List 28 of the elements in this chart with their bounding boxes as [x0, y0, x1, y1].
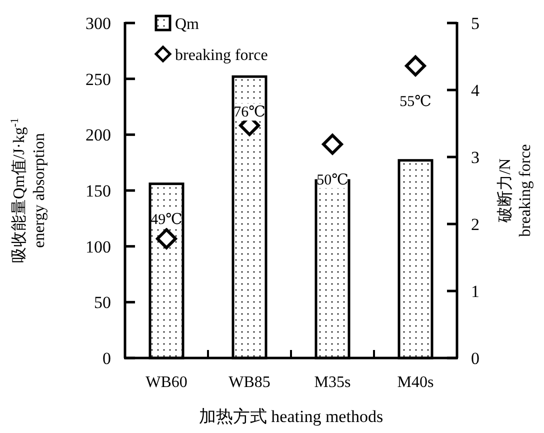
y-tick-label: 50 — [94, 293, 111, 312]
y2-axis-title: 破断力/N breaking force — [496, 144, 534, 237]
y2-tick-label: 4 — [471, 81, 480, 100]
y2-tick-label: 3 — [471, 148, 480, 167]
point — [322, 134, 343, 155]
y-tick-label: 200 — [86, 126, 111, 145]
y2-tick-label: 5 — [471, 14, 480, 33]
y-tick-label: 150 — [86, 182, 111, 200]
x-tick-label: WB60 — [146, 374, 188, 391]
annotation: 55℃ — [400, 94, 432, 110]
x-tick-label: WB85 — [228, 374, 270, 391]
y2-tick-label: 0 — [471, 349, 480, 368]
y-tick-label: 100 — [86, 237, 111, 256]
legend-label: breaking force — [175, 47, 268, 64]
annotation: 50℃ — [316, 172, 348, 188]
y-tick-label: 0 — [102, 349, 111, 368]
y-tick-label: 250 — [86, 70, 111, 89]
legend-label: Qm — [175, 16, 200, 33]
y2-tick-label: 2 — [471, 215, 480, 234]
point — [405, 55, 426, 76]
y-tick-label: 300 — [86, 14, 111, 33]
point — [156, 228, 177, 250]
annotation: 76℃ — [234, 104, 266, 121]
x-axis-title: 加热方式 heating methods — [198, 407, 384, 426]
x-tick-label: M35s — [314, 374, 351, 391]
y2-tick-label: 1 — [471, 282, 480, 301]
x-tick-label: M40s — [397, 374, 434, 391]
annotation: 49℃ — [150, 212, 182, 228]
